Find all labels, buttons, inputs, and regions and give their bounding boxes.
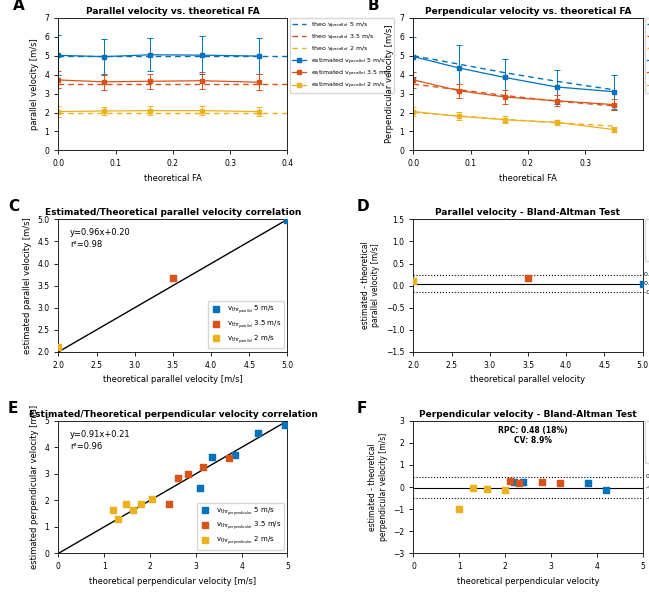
Y-axis label: parallel velocity [m/s]: parallel velocity [m/s] <box>30 38 39 130</box>
Point <box>523 273 533 283</box>
Title: Parallel velocity vs. theoretical FA: Parallel velocity vs. theoretical FA <box>86 7 260 15</box>
Text: B: B <box>367 0 379 13</box>
Point <box>195 484 206 493</box>
Y-axis label: Perpendicular velocity [m/s]: Perpendicular velocity [m/s] <box>385 25 394 143</box>
Text: y=0.96x+0.20: y=0.96x+0.20 <box>70 228 130 237</box>
Legend: theo v$_{\mathrm{parallel}}$ 5 m/s, theo v$_{\mathrm{parallel}}$ 3.5 m/s, theo v: theo v$_{\mathrm{parallel}}$ 5 m/s, theo… <box>289 18 394 93</box>
Point <box>280 420 290 430</box>
Point <box>164 500 175 509</box>
Title: Estimated/Theoretical perpendicular velocity correlation: Estimated/Theoretical perpendicular velo… <box>29 409 317 419</box>
Text: D: D <box>356 199 369 214</box>
Title: Parallel velocity - Bland-Altman Test: Parallel velocity - Bland-Altman Test <box>435 208 620 217</box>
X-axis label: theoretical parallel velocity [m/s]: theoretical parallel velocity [m/s] <box>103 375 243 384</box>
Point <box>206 452 217 461</box>
Text: F: F <box>356 401 367 416</box>
Point <box>108 506 119 515</box>
Point <box>197 462 208 472</box>
Point <box>454 505 465 514</box>
Point <box>408 277 419 286</box>
Point <box>121 500 131 509</box>
Text: -0.51 (-1.96SD): -0.51 (-1.96SD) <box>646 496 649 501</box>
Point <box>518 477 528 487</box>
Y-axis label: estimated parallel velocity [m/s]: estimated parallel velocity [m/s] <box>23 217 32 354</box>
Legend: theo v$_{\mathrm{perpendicular}}$, theo v$_{\mathrm{perpendicular}}$, theo v$_{\: theo v$_{\mathrm{perpendicular}}$, theo … <box>645 18 649 93</box>
Text: 0.24 (+1.96SD): 0.24 (+1.96SD) <box>644 273 649 277</box>
Point <box>147 494 158 504</box>
Title: Perpendicular velocity vs. theoretical FA: Perpendicular velocity vs. theoretical F… <box>424 7 631 15</box>
Text: CV: 8.9%: CV: 8.9% <box>513 436 552 445</box>
Point <box>167 273 178 283</box>
Text: -0.15 (-1.96SD): -0.15 (-1.96SD) <box>644 290 649 295</box>
Point <box>282 215 293 225</box>
Point <box>113 514 123 524</box>
Text: 0.04 (μ=0.11): 0.04 (μ=0.11) <box>644 281 649 286</box>
Point <box>252 428 263 437</box>
Legend: v$_{\mathrm{thr_{perpendicular}}}$ 5 m/s, v$_{\mathrm{thr_{perpendicular}}}$ 3.5: v$_{\mathrm{thr_{perpendicular}}}$ 5 m/s… <box>197 503 284 550</box>
Point <box>230 450 240 460</box>
Y-axis label: estimated perpendicular velocity [m/s]: estimated perpendicular velocity [m/s] <box>30 405 39 569</box>
X-axis label: theoretical perpendicular velocity [m/s]: theoretical perpendicular velocity [m/s] <box>90 577 256 586</box>
Text: A: A <box>12 0 25 13</box>
Point <box>468 483 478 493</box>
Point <box>182 469 193 478</box>
Point <box>224 453 234 463</box>
Point <box>555 478 565 488</box>
Y-axis label: estimated - theoretical
parallel velocity [m/s]: estimated - theoretical parallel velocit… <box>361 242 380 330</box>
Point <box>53 342 64 351</box>
Text: r²=0.98: r²=0.98 <box>70 240 102 249</box>
Point <box>637 279 648 289</box>
Point <box>582 478 593 488</box>
X-axis label: theoretical parallel velocity: theoretical parallel velocity <box>471 375 585 384</box>
Point <box>601 485 611 494</box>
Point <box>136 500 146 509</box>
Text: y=0.91x+0.21: y=0.91x+0.21 <box>70 430 130 439</box>
X-axis label: theoretical FA: theoretical FA <box>144 174 202 183</box>
Title: Estimated/Theoretical parallel velocity correlation: Estimated/Theoretical parallel velocity … <box>45 208 301 217</box>
Legend: v$_{\mathrm{thr_{perpendicular}}}$ 5 m/s, v$_{\mathrm{thr_{perpendicular}}}$ 3.5: v$_{\mathrm{thr_{perpendicular}}}$ 5 m/s… <box>645 421 649 463</box>
Legend: v$_{\mathrm{thr_{parallel}}}$ 5 m/s, v$_{\mathrm{thr_{parallel}}}$ 3.5 m/s, v$_{: v$_{\mathrm{thr_{parallel}}}$ 5 m/s, v$_… <box>645 220 649 261</box>
Point <box>513 478 524 488</box>
Point <box>509 477 519 486</box>
Point <box>504 476 515 486</box>
Text: RPC: 0.48 (18%): RPC: 0.48 (18%) <box>498 426 567 435</box>
Y-axis label: estimated - theoretical
perpendicular velocity [m/s]: estimated - theoretical perpendicular ve… <box>368 433 387 541</box>
Text: -0.03 (μ=0.68): -0.03 (μ=0.68) <box>646 486 649 490</box>
Point <box>127 506 138 515</box>
Text: E: E <box>8 401 18 416</box>
X-axis label: theoretical FA: theoretical FA <box>499 174 557 183</box>
Point <box>500 485 510 494</box>
X-axis label: theoretical perpendicular velocity: theoretical perpendicular velocity <box>457 577 599 586</box>
Title: Perpendicular velocity - Bland-Altman Test: Perpendicular velocity - Bland-Altman Te… <box>419 409 637 419</box>
Point <box>537 477 547 487</box>
Point <box>482 484 492 494</box>
Point <box>173 473 184 483</box>
Legend: v$_{\mathrm{thr_{parallel}}}$ 5 m/s, v$_{\mathrm{thr_{parallel}}}$ 3.5 m/s, v$_{: v$_{\mathrm{thr_{parallel}}}$ 5 m/s, v$_… <box>208 301 284 349</box>
Text: r²=0.96: r²=0.96 <box>70 441 102 450</box>
Text: C: C <box>8 199 19 214</box>
Text: 0.46 (+1.96SD): 0.46 (+1.96SD) <box>646 474 649 480</box>
